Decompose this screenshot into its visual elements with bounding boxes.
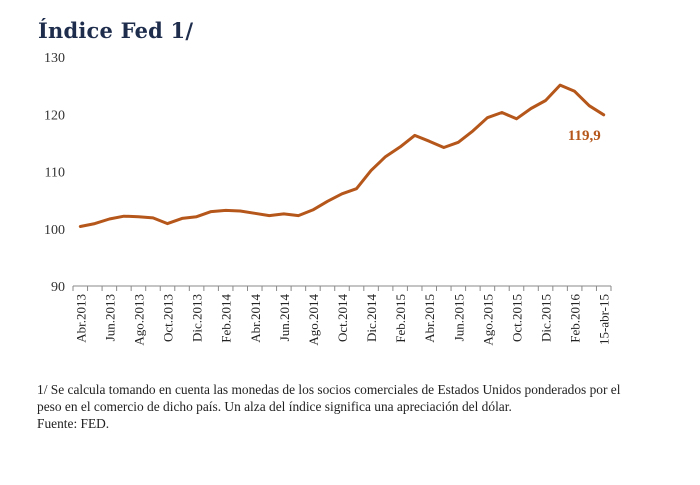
data-point <box>282 212 285 215</box>
series-layer <box>78 83 606 228</box>
data-point <box>559 84 562 87</box>
x-tick-label: Dic.2013 <box>190 294 205 342</box>
data-point <box>500 111 503 114</box>
data-point <box>341 192 344 195</box>
data-point <box>195 215 198 218</box>
x-tick-label: Oct.2013 <box>161 294 176 342</box>
data-point <box>93 222 96 225</box>
data-point <box>326 200 329 203</box>
data-point <box>515 117 518 120</box>
data-point <box>108 218 111 221</box>
x-tick-label: Jun.2013 <box>102 294 117 341</box>
y-tick-label: 90 <box>51 280 65 295</box>
x-tick-label: Feb.2015 <box>393 294 408 343</box>
y-tick-label: 100 <box>44 223 65 238</box>
data-point <box>268 214 271 217</box>
annotation-layer: 119,9 <box>568 128 601 144</box>
x-tick-label: Oct.2014 <box>335 294 350 343</box>
x-tick-label: Abr.2014 <box>248 294 263 343</box>
data-point <box>471 129 474 132</box>
footnotes: 1/ Se calcula tomando en cuenta las mone… <box>37 381 637 432</box>
x-tick-label: Abr.2013 <box>73 294 88 343</box>
data-point <box>166 222 169 225</box>
data-point <box>122 215 125 218</box>
data-point <box>355 187 358 190</box>
y-axis: 90 100 110 120 130 <box>44 51 65 295</box>
chart-title: Índice Fed 1/ <box>38 18 194 43</box>
x-tick-label: 15-abr-15 <box>597 294 612 345</box>
data-point <box>588 104 591 107</box>
data-point <box>428 140 431 143</box>
x-tick-label: Feb.2014 <box>219 294 234 343</box>
data-point <box>297 214 300 217</box>
x-tick-label: Dic.2014 <box>364 294 379 343</box>
x-tick-label: Oct.2015 <box>509 294 524 342</box>
x-tick-label: Ago.2013 <box>131 294 146 346</box>
x-tick-label: Jun.2015 <box>451 294 466 341</box>
data-point <box>384 155 387 158</box>
x-tick-label: Ago.2015 <box>480 294 495 346</box>
data-point <box>224 209 227 212</box>
data-point <box>151 216 154 219</box>
data-point <box>311 208 314 211</box>
x-tick-label: Jun.2014 <box>277 294 292 342</box>
data-point <box>573 90 576 93</box>
data-point <box>413 134 416 137</box>
data-point <box>486 116 489 119</box>
data-point <box>239 210 242 213</box>
data-point <box>457 141 460 144</box>
data-point <box>181 217 184 220</box>
y-tick-label: 110 <box>45 166 65 181</box>
x-axis: Abr.2013 Jun.2013 Ago.2013 Oct.2013 Dic.2013… <box>72 285 612 346</box>
data-point <box>210 210 213 213</box>
data-point <box>253 212 256 215</box>
y-tick-label: 130 <box>44 51 65 66</box>
data-point <box>79 225 82 228</box>
data-point <box>544 99 547 102</box>
x-tick-label: Dic.2015 <box>539 294 554 342</box>
line-chart: 90 100 110 120 130 Abr.2013 Jun.2013 Ago.2013 O… <box>44 51 612 346</box>
footnote-1: 1/ Se calcula tomando en cuenta las mone… <box>37 382 621 414</box>
x-tick-label: Ago.2014 <box>306 294 321 346</box>
data-point <box>137 215 140 218</box>
data-point <box>399 145 402 148</box>
x-tick-label: Abr.2015 <box>422 294 437 343</box>
series-line <box>78 83 606 228</box>
data-point <box>442 146 445 149</box>
data-label: 119,9 <box>568 128 601 144</box>
x-tick-label: Feb.2016 <box>568 294 583 343</box>
data-point <box>602 113 605 116</box>
y-tick-label: 120 <box>44 108 65 123</box>
source-note: Fuente: FED. <box>37 416 110 431</box>
data-point <box>530 107 533 110</box>
data-point <box>370 169 373 172</box>
